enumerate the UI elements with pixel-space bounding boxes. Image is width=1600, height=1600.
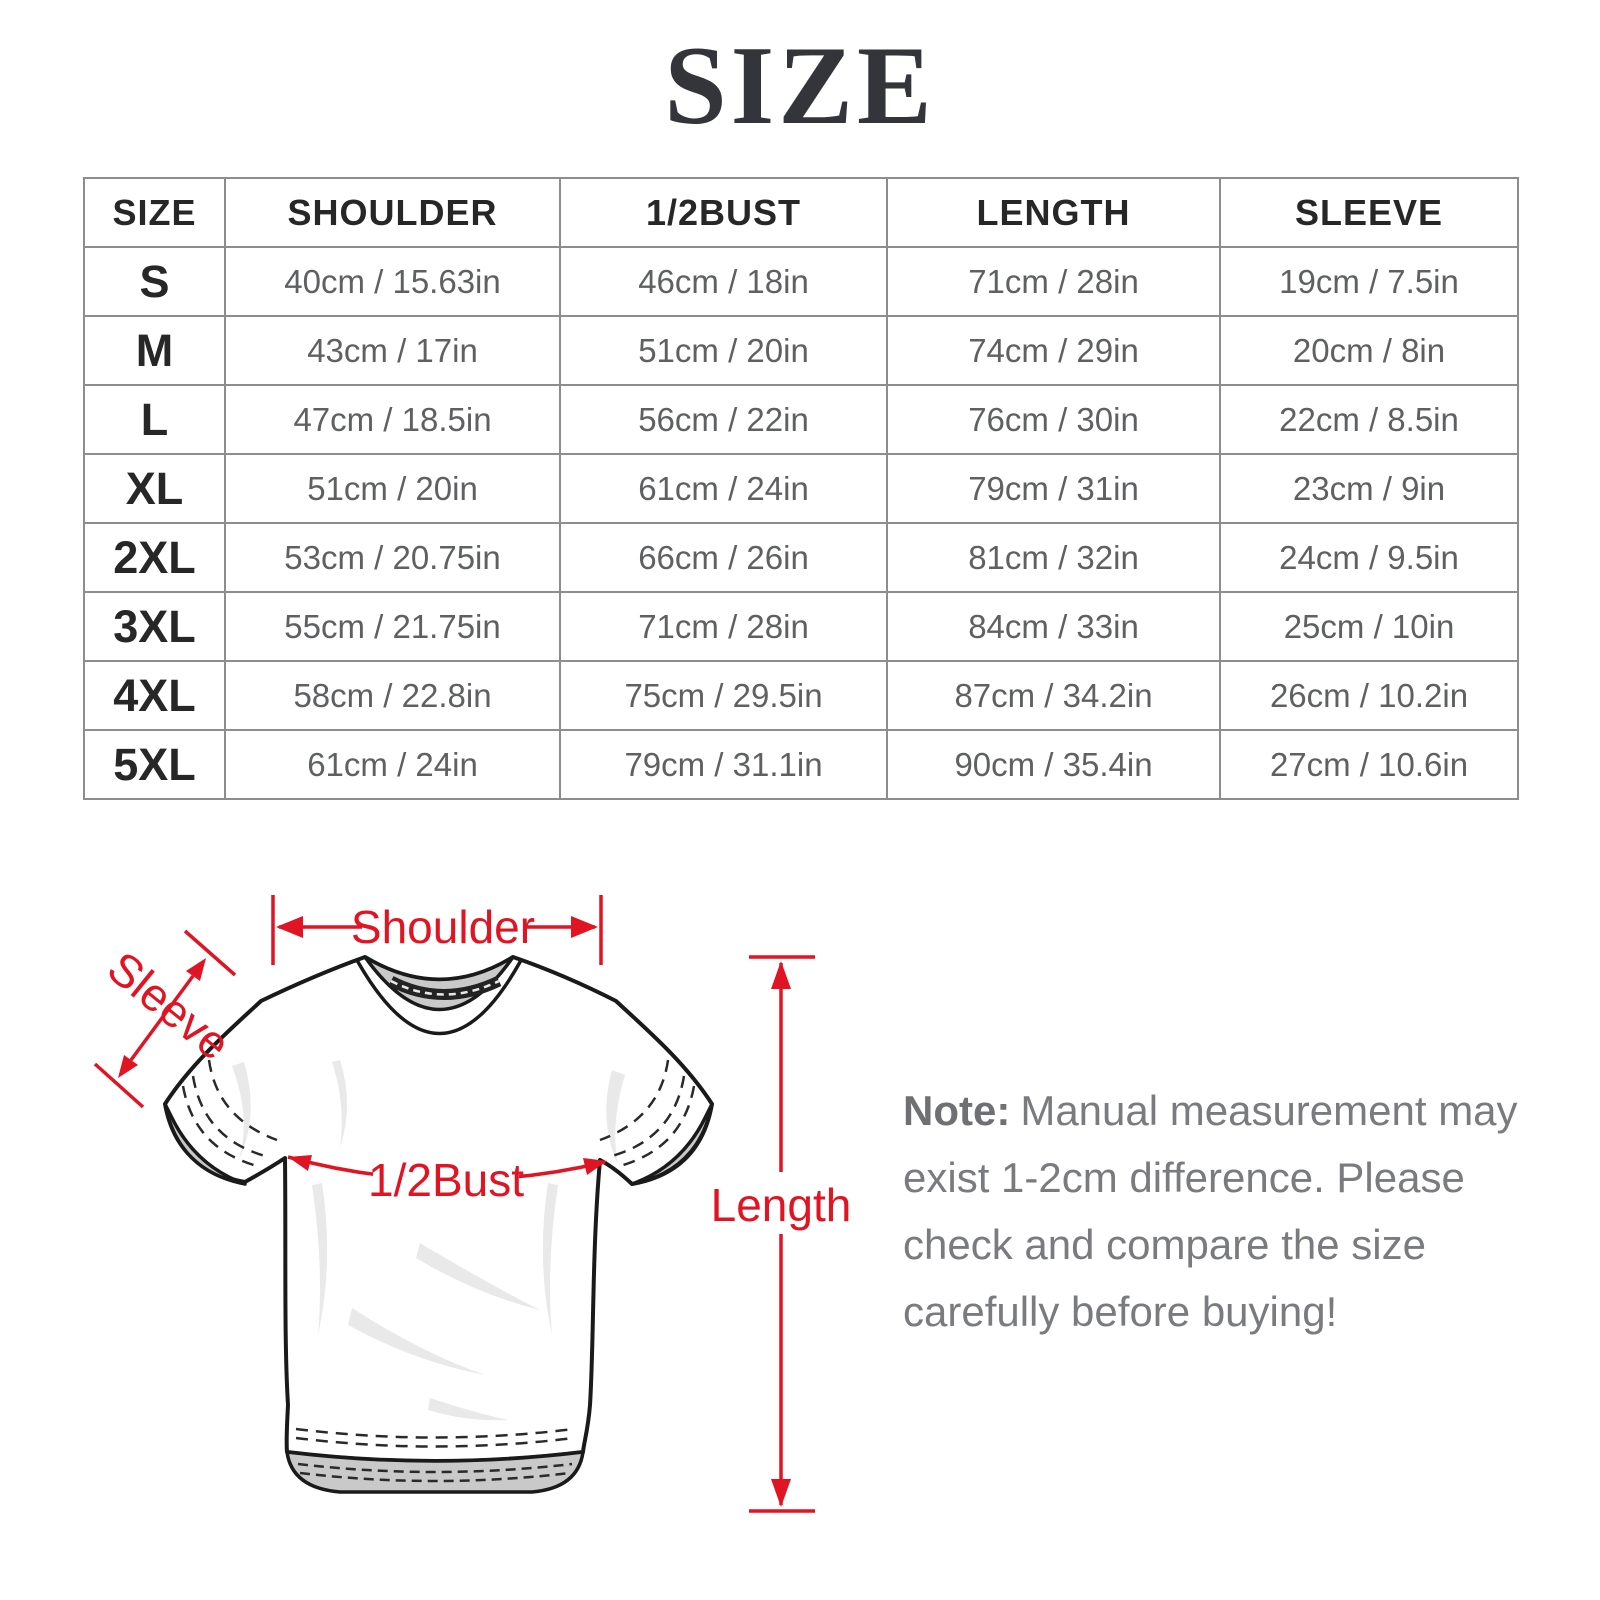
bust-arrow — [287, 1150, 607, 1208]
length-cell: 87cm / 34.2in — [886, 660, 1221, 731]
sleeve-cell: 25cm / 10in — [1219, 591, 1519, 662]
note-text: Manual measurement may — [1020, 1087, 1518, 1134]
length-arrow — [707, 955, 855, 1513]
sleeve-cell: 27cm / 10.6in — [1219, 729, 1519, 800]
collar-front-rib — [356, 960, 522, 1036]
sleeve-arrow — [93, 929, 237, 1109]
bottom-hem — [285, 1427, 585, 1494]
bust-cell: 61cm / 24in — [559, 453, 888, 524]
table-row: 3XL 55cm / 21.75in 71cm / 28in 84cm / 33in 2… — [83, 591, 1519, 662]
shoulder-cell: 61cm / 24in — [224, 729, 561, 800]
bust-cell: 51cm / 20in — [559, 315, 888, 386]
bust-cell: 79cm / 31.1in — [559, 729, 888, 800]
shoulder-cell: 53cm / 20.75in — [224, 522, 561, 593]
collar — [356, 955, 522, 1036]
table-row: 5XL 61cm / 24in 79cm / 31.1in 90cm / 35.4in… — [83, 729, 1519, 800]
table-row: M 43cm / 17in 51cm / 20in 74cm / 29in 20cm /… — [83, 315, 1519, 386]
shoulder-cell: 55cm / 21.75in — [224, 591, 561, 662]
note-label: Note: — [903, 1087, 1011, 1134]
size-chart-table: SIZE SHOULDER 1/2BUST LENGTH SLEEVE S 40c… — [83, 177, 1519, 800]
shoulder-cell: 43cm / 17in — [224, 315, 561, 386]
sleeve-cell: 24cm / 9.5in — [1219, 522, 1519, 593]
bust-cell: 56cm / 22in — [559, 384, 888, 455]
table-header-row: SIZE SHOULDER 1/2BUST LENGTH SLEEVE — [83, 177, 1519, 248]
bust-cell: 46cm / 18in — [559, 246, 888, 317]
table-row: S 40cm / 15.63in 46cm / 18in 71cm / 28in 19c… — [83, 246, 1519, 317]
shoulder-arrow — [271, 895, 603, 965]
length-cell: 90cm / 35.4in — [886, 729, 1221, 800]
size-cell: M — [83, 315, 226, 386]
bust-cell: 71cm / 28in — [559, 591, 888, 662]
sleeve-cell: 19cm / 7.5in — [1219, 246, 1519, 317]
table-row: L 47cm / 18.5in 56cm / 22in 76cm / 30in 22cm… — [83, 384, 1519, 455]
tshirt-measurement-diagram: Shoulder Sleeve 1/2Bust Length — [93, 895, 855, 1513]
sleeve-cell: 20cm / 8in — [1219, 315, 1519, 386]
length-cell: 81cm / 32in — [886, 522, 1221, 593]
table-row: XL 51cm / 20in 61cm / 24in 79cm / 31in 23cm … — [83, 453, 1519, 524]
shoulder-cell: 40cm / 15.63in — [224, 246, 561, 317]
size-cell: L — [83, 384, 226, 455]
length-cell: 84cm / 33in — [886, 591, 1221, 662]
size-cell: 3XL — [83, 591, 226, 662]
fabric-wrinkles — [232, 1060, 625, 1421]
table-row: 4XL 58cm / 22.8in 75cm / 29.5in 87cm / 34.2… — [83, 660, 1519, 731]
note-line: carefully before buying! — [903, 1288, 1338, 1335]
measurement-annotations: Shoulder Sleeve 1/2Bust Length — [93, 895, 855, 1513]
size-cell: 2XL — [83, 522, 226, 593]
length-cell: 74cm / 29in — [886, 315, 1221, 386]
tshirt-outline — [163, 955, 714, 1463]
note-line: check and compare the size — [903, 1221, 1426, 1268]
column-header-sleeve: SLEEVE — [1219, 177, 1519, 248]
shoulder-cell: 51cm / 20in — [224, 453, 561, 524]
measurement-note: Note: Manual measurement may exist 1-2cm … — [903, 1077, 1523, 1345]
length-cell: 76cm / 30in — [886, 384, 1221, 455]
page-title: SIZE — [664, 24, 936, 148]
column-header-bust: 1/2BUST — [559, 177, 888, 248]
size-cell: 4XL — [83, 660, 226, 731]
size-cell: 5XL — [83, 729, 226, 800]
size-cell: XL — [83, 453, 226, 524]
table-row: 2XL 53cm / 20.75in 66cm / 26in 81cm / 32in 2… — [83, 522, 1519, 593]
left-sleeve-cuff — [163, 1059, 278, 1186]
column-header-length: LENGTH — [886, 177, 1221, 248]
shoulder-cell: 47cm / 18.5in — [224, 384, 561, 455]
size-cell: S — [83, 246, 226, 317]
bust-cell: 66cm / 26in — [559, 522, 888, 593]
sleeve-cell: 23cm / 9in — [1219, 453, 1519, 524]
shoulder-cell: 58cm / 22.8in — [224, 660, 561, 731]
column-header-shoulder: SHOULDER — [224, 177, 561, 248]
right-sleeve-cuff — [599, 1059, 714, 1186]
shoulder-label: Shoulder — [351, 901, 535, 953]
bust-label: 1/2Bust — [368, 1154, 524, 1206]
size-table-body: S 40cm / 15.63in 46cm / 18in 71cm / 28in 19c… — [83, 246, 1519, 800]
collar-inner-gray — [363, 955, 515, 1012]
sleeve-cell: 22cm / 8.5in — [1219, 384, 1519, 455]
sleeve-cell: 26cm / 10.2in — [1219, 660, 1519, 731]
column-header-size: SIZE — [83, 177, 226, 248]
tshirt-illustration — [163, 955, 714, 1494]
length-cell: 79cm / 31in — [886, 453, 1221, 524]
length-cell: 71cm / 28in — [886, 246, 1221, 317]
length-label: Length — [711, 1179, 852, 1231]
bust-cell: 75cm / 29.5in — [559, 660, 888, 731]
note-line: exist 1-2cm difference. Please — [903, 1154, 1465, 1201]
note-line: Note: Manual measurement may — [903, 1077, 1523, 1144]
